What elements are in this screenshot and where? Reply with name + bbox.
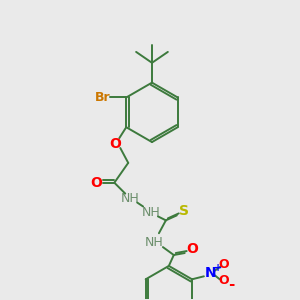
Text: NH: NH	[142, 206, 160, 219]
Text: S: S	[179, 204, 189, 218]
Text: NH: NH	[145, 236, 164, 249]
Text: O: O	[91, 176, 103, 190]
Text: +: +	[214, 263, 222, 273]
Text: O: O	[110, 137, 121, 151]
Text: O: O	[187, 242, 199, 256]
Text: Br: Br	[95, 91, 110, 104]
Text: N: N	[205, 266, 217, 280]
Text: O: O	[218, 274, 229, 287]
Text: NH: NH	[121, 192, 140, 205]
Text: -: -	[229, 277, 235, 292]
Text: O: O	[218, 258, 229, 271]
